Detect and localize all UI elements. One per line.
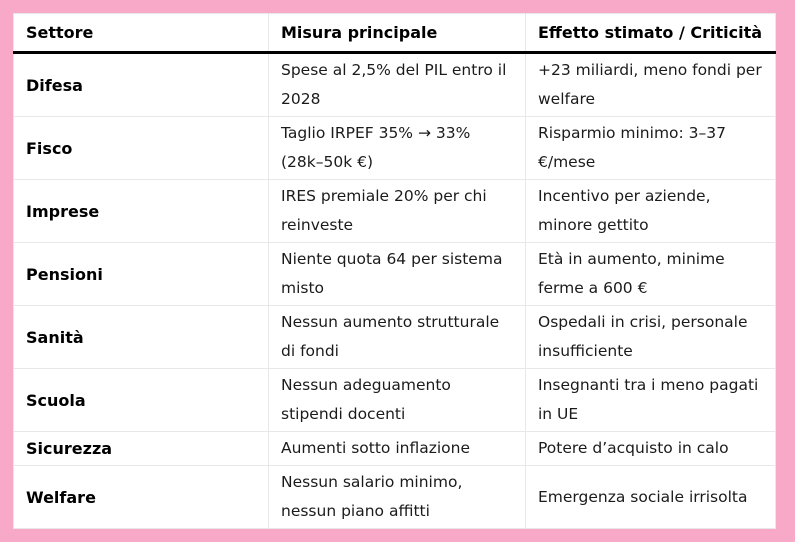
table-row-difesa: Difesa Spese al 2,5% del PIL entro il 20… xyxy=(14,52,776,117)
effect-cell: Risparmio minimo: 3–37 €/mese xyxy=(525,116,776,180)
effect-cell: Insegnanti tra i meno pagati in UE xyxy=(525,368,776,432)
effect-cell: Potere d’acquisto in calo xyxy=(525,431,776,466)
measure-cell: Nessun aumento strutturale di fondi xyxy=(268,305,526,369)
measure-cell: IRES premiale 20% per chi reinveste xyxy=(268,179,526,243)
table-row-pensioni: Pensioni Niente quota 64 per sistema mis… xyxy=(13,242,776,306)
effect-cell: Emergenza sociale irrisolta xyxy=(525,465,776,529)
sector-cell: Fisco xyxy=(13,116,269,180)
measure-cell: Aumenti sotto inflazione xyxy=(268,431,526,466)
measure-cell: Nessun salario minimo, nessun piano affi… xyxy=(268,465,526,529)
table-row-sicurezza: Sicurezza Aumenti sotto inflazione Poter… xyxy=(13,431,776,466)
column-header-settore: Settore xyxy=(13,13,269,54)
effect-cell: Incentivo per aziende, minore gettito xyxy=(525,179,776,243)
sector-measures-table: Settore Misura principale Effetto stimat… xyxy=(13,13,776,529)
effect-cell: Ospedali in crisi, personale insufficien… xyxy=(525,305,776,369)
sector-cell: Welfare xyxy=(13,465,269,529)
table-row-imprese: Imprese IRES premiale 20% per chi reinve… xyxy=(13,179,776,243)
sector-cell: Sicurezza xyxy=(13,431,269,466)
sector-cell: Imprese xyxy=(13,179,269,243)
sector-cell: Pensioni xyxy=(13,242,269,306)
column-header-effetto: Effetto stimato / Criticità xyxy=(525,13,776,54)
table-body: Difesa Spese al 2,5% del PIL entro il 20… xyxy=(13,52,776,529)
table-row-welfare: Welfare Nessun salario minimo, nessun pi… xyxy=(13,465,776,529)
header-row: Settore Misura principale Effetto stimat… xyxy=(13,13,776,54)
measure-cell: Niente quota 64 per sistema misto xyxy=(268,242,526,306)
effect-cell: +23 miliardi, meno fondi per welfare xyxy=(525,52,776,117)
sector-cell: Difesa xyxy=(26,75,83,95)
sector-cell: Sanità xyxy=(13,305,269,369)
sector-cell: Scuola xyxy=(13,368,269,432)
table-row-sanita: Sanità Nessun aumento strutturale di fon… xyxy=(13,305,776,369)
measure-cell: Nessun adeguamento stipendi docenti xyxy=(268,368,526,432)
table-container: Settore Misura principale Effetto stimat… xyxy=(13,13,776,529)
table-row-scuola: Scuola Nessun adeguamento stipendi docen… xyxy=(13,368,776,432)
table-header: Settore Misura principale Effetto stimat… xyxy=(13,13,776,54)
column-header-misura: Misura principale xyxy=(268,13,526,54)
measure-cell: Taglio IRPEF 35% → 33% (28k–50k €) xyxy=(268,116,526,180)
measure-cell: Spese al 2,5% del PIL entro il 2028 xyxy=(268,52,526,117)
table-row-fisco: Fisco Taglio IRPEF 35% → 33% (28k–50k €)… xyxy=(13,116,776,180)
effect-cell: Età in aumento, minime ferme a 600 € xyxy=(525,242,776,306)
